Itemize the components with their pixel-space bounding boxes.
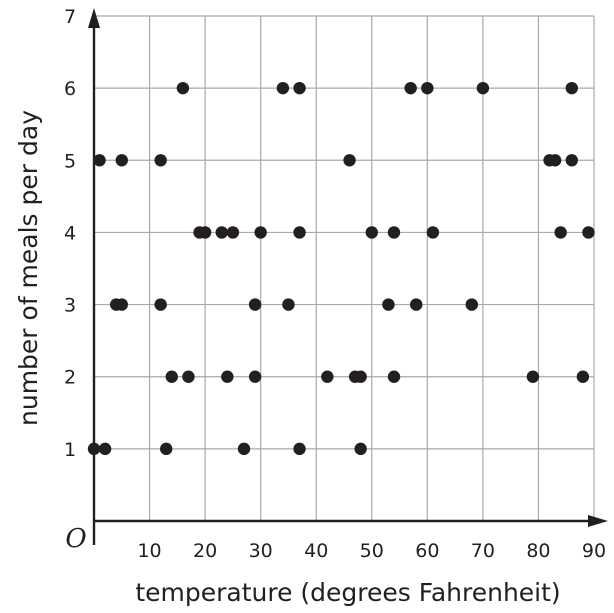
- data-point: [198, 226, 212, 239]
- data-point: [93, 154, 106, 167]
- data-point: [254, 226, 267, 239]
- y-tick-label: 6: [64, 78, 76, 100]
- data-point: [248, 370, 262, 383]
- data-point: [282, 298, 295, 311]
- data-point: [182, 370, 195, 383]
- y-axis-arrow: [88, 8, 100, 28]
- data-point: [387, 370, 401, 383]
- data-point: [565, 154, 578, 167]
- x-tick-label: 20: [193, 540, 217, 562]
- data-point: [465, 298, 478, 311]
- x-tick-label: 60: [415, 540, 439, 562]
- y-tick-label: 1: [64, 439, 76, 461]
- data-point: [176, 81, 190, 95]
- x-axis-title: temperature (degrees Fahrenheit): [135, 578, 560, 607]
- data-point: [343, 154, 356, 167]
- y-axis-title: number of meals per day: [14, 110, 43, 426]
- y-tick-label: 7: [64, 6, 76, 28]
- data-point: [426, 226, 440, 239]
- data-point: [387, 226, 401, 239]
- data-point: [226, 226, 240, 239]
- data-point: [354, 442, 367, 456]
- data-point: [87, 442, 101, 456]
- data-point: [354, 370, 367, 383]
- data-points: [87, 81, 595, 456]
- data-point: [476, 81, 490, 95]
- x-tick-label: 30: [249, 540, 273, 562]
- data-point: [98, 442, 112, 456]
- data-point: [526, 370, 540, 383]
- data-point: [554, 226, 567, 239]
- x-axis-arrow: [588, 515, 608, 527]
- data-point: [115, 154, 128, 167]
- data-point: [421, 81, 434, 95]
- data-point: [293, 442, 306, 456]
- origin-label: O: [65, 524, 86, 554]
- data-point: [165, 370, 178, 383]
- x-tick-label: 40: [304, 540, 328, 562]
- data-point: [382, 298, 395, 311]
- data-point: [365, 226, 378, 239]
- data-point: [293, 226, 306, 239]
- x-tick-label: 50: [360, 540, 384, 562]
- data-point: [404, 81, 417, 95]
- data-point: [548, 154, 562, 167]
- x-tick-label: 10: [137, 540, 161, 562]
- axes: [88, 8, 608, 545]
- x-tick-label: 70: [471, 540, 495, 562]
- data-point: [221, 370, 234, 383]
- data-point: [276, 81, 290, 95]
- data-point: [582, 226, 595, 239]
- x-tick-label: 80: [526, 540, 550, 562]
- y-tick-label: 4: [64, 222, 76, 244]
- x-tick-label: 90: [582, 540, 606, 562]
- data-point: [237, 442, 251, 456]
- data-point: [160, 442, 173, 456]
- data-point: [115, 298, 128, 311]
- data-point: [293, 81, 306, 95]
- data-point: [321, 370, 334, 383]
- y-tick-label: 2: [64, 367, 76, 389]
- data-point: [215, 226, 228, 239]
- data-point: [154, 154, 167, 167]
- data-point: [576, 370, 590, 383]
- data-point: [565, 81, 578, 95]
- y-tick-label: 3: [64, 295, 76, 317]
- data-point: [248, 298, 262, 311]
- data-point: [410, 298, 423, 311]
- y-tick-label: 5: [64, 150, 76, 172]
- data-point: [154, 298, 167, 311]
- tick-labels: 10 20 30 40 50 60 70 80 90 1 2 3 4 5 6 7: [64, 6, 606, 562]
